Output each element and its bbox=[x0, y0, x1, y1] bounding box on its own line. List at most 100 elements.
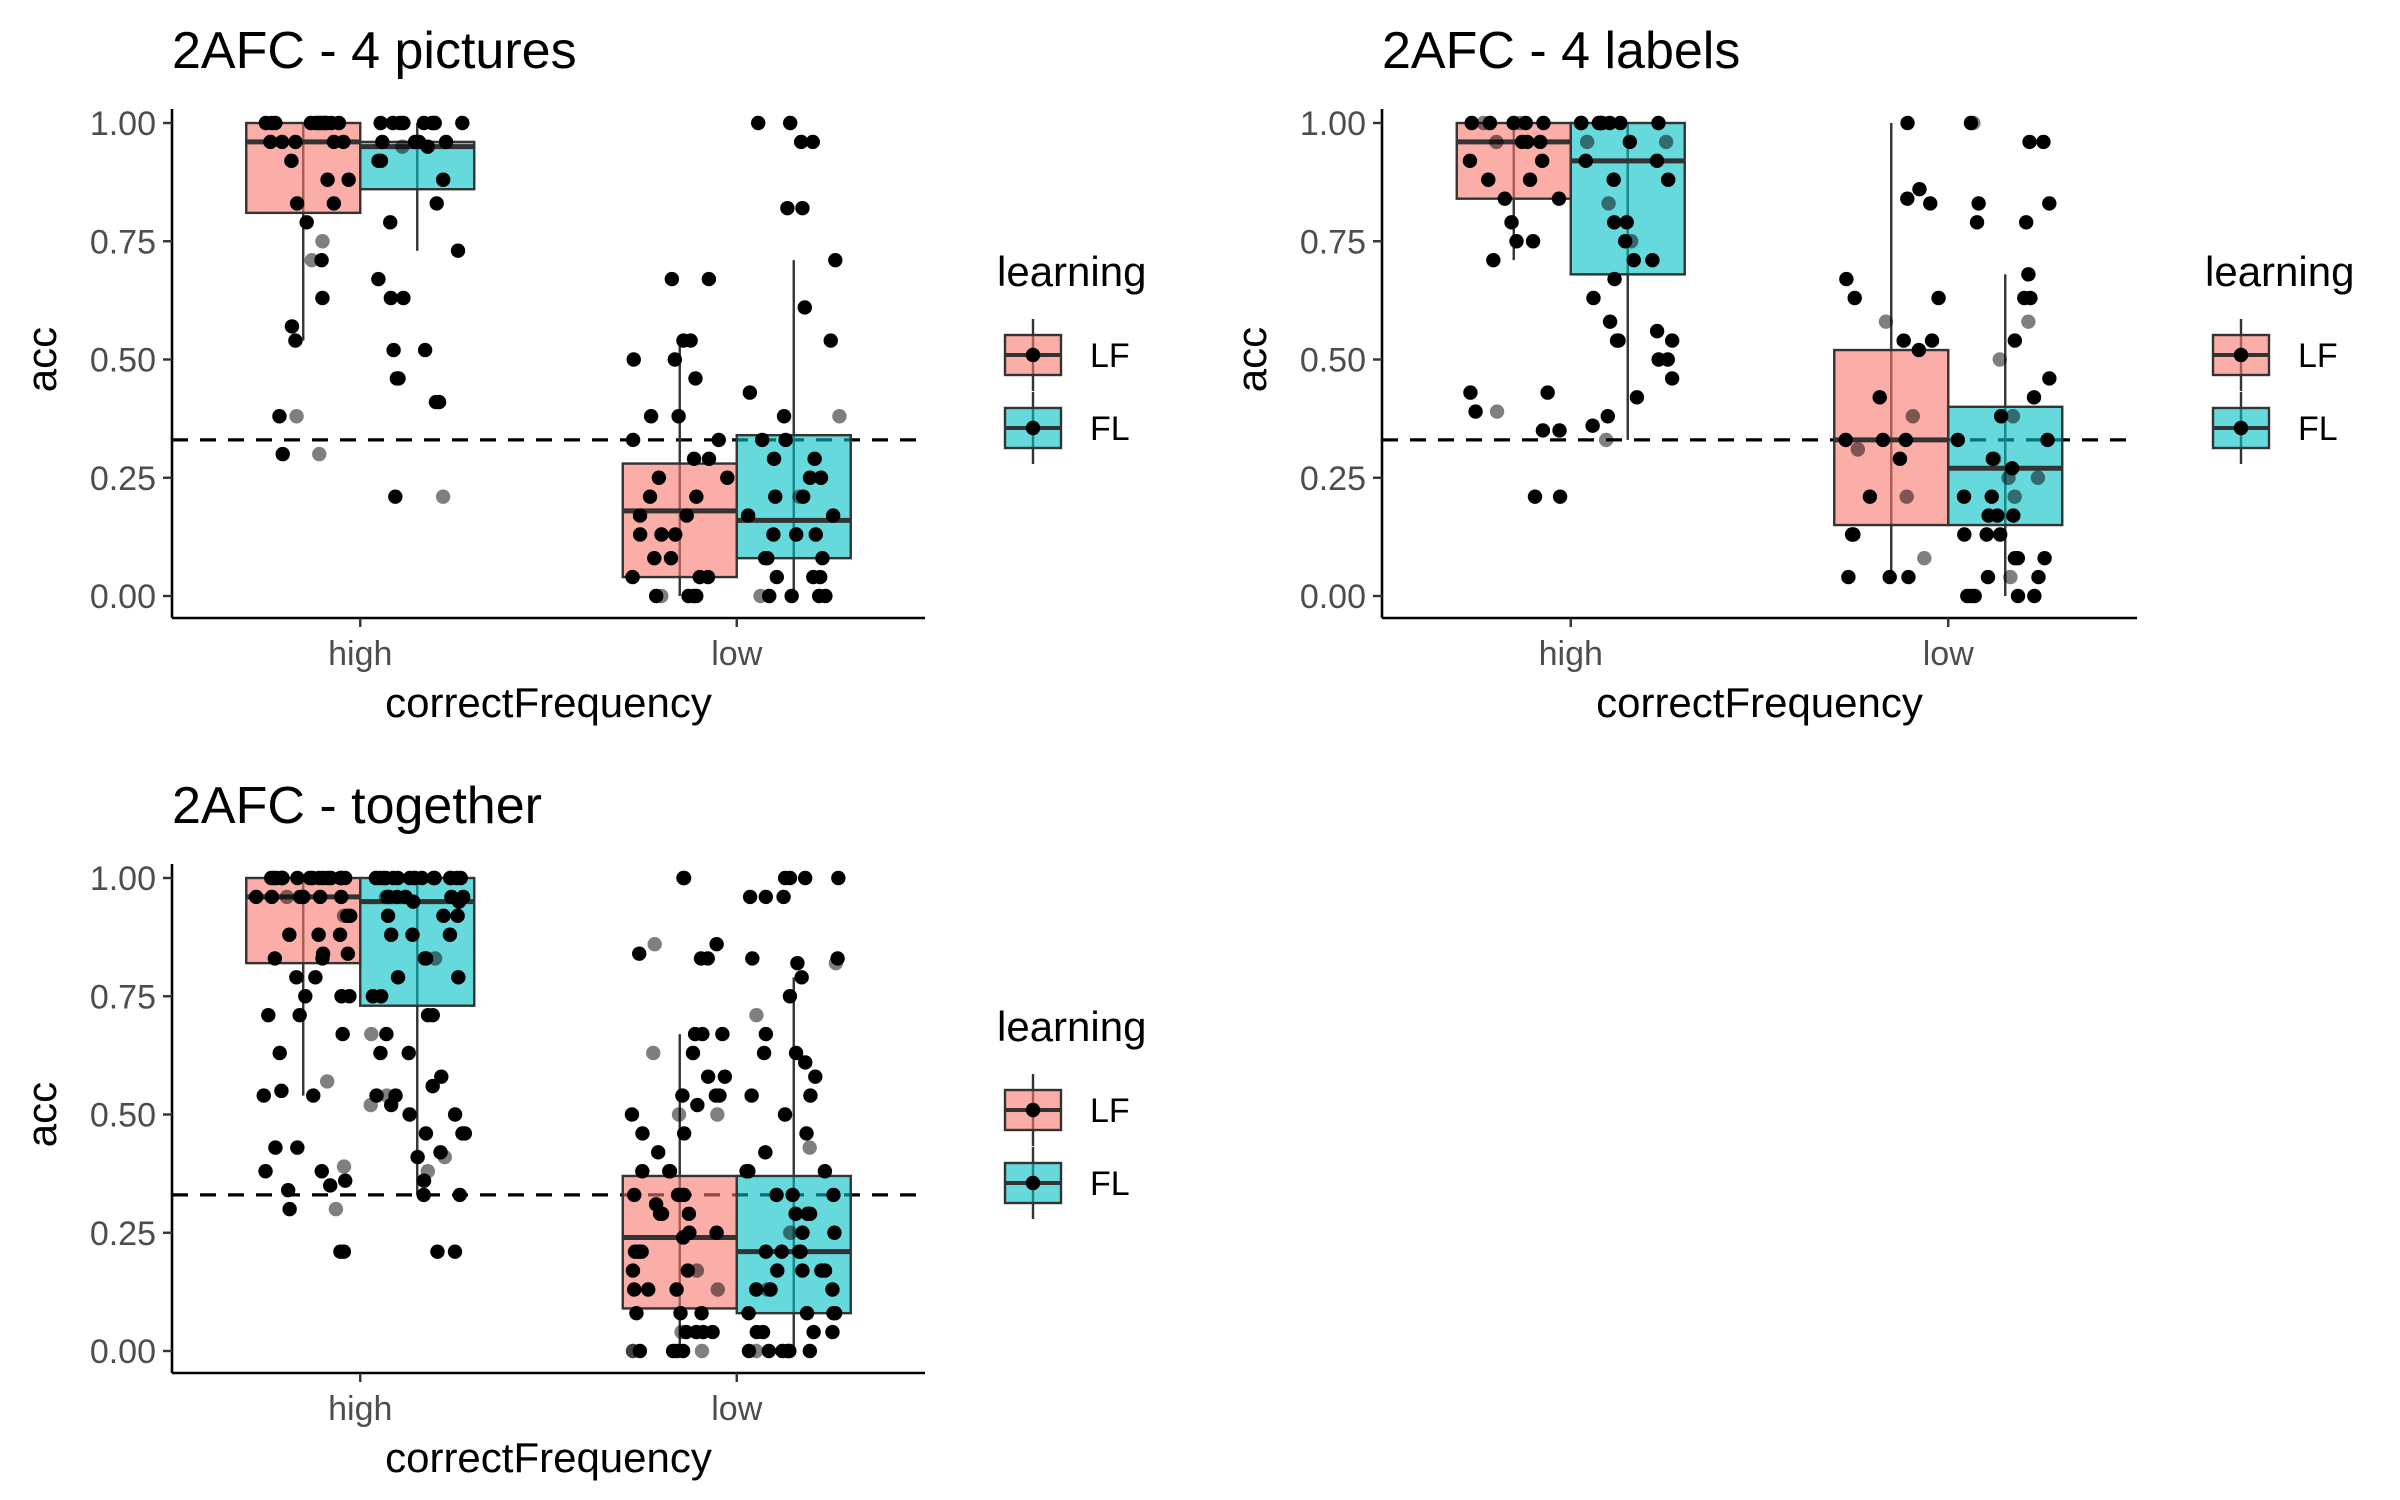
data-point bbox=[282, 927, 297, 942]
data-point bbox=[792, 489, 807, 504]
legend: learning LF FL bbox=[997, 248, 1146, 464]
data-point bbox=[1598, 432, 1614, 448]
legend-key-point bbox=[1025, 420, 1041, 436]
data-point bbox=[1586, 290, 1601, 306]
data-point bbox=[416, 115, 432, 131]
data-point bbox=[426, 870, 441, 886]
y-axis-title: acc bbox=[18, 327, 65, 392]
legend-label-LF: LF bbox=[2298, 337, 2338, 375]
data-point bbox=[442, 927, 458, 942]
data-point bbox=[340, 946, 356, 961]
data-point bbox=[443, 870, 458, 886]
data-point bbox=[315, 290, 330, 306]
data-point bbox=[803, 1088, 818, 1103]
data-point bbox=[335, 1026, 350, 1042]
data-point bbox=[751, 115, 766, 131]
data-point bbox=[1839, 271, 1854, 287]
data-point bbox=[710, 1107, 725, 1122]
data-point bbox=[791, 1244, 807, 1259]
data-point bbox=[410, 1149, 425, 1165]
data-point bbox=[782, 989, 798, 1004]
data-point bbox=[795, 1225, 810, 1240]
data-point bbox=[1463, 385, 1478, 400]
data-point bbox=[405, 927, 420, 942]
x-axis-title: correctFrequency bbox=[385, 679, 712, 726]
data-point bbox=[1651, 115, 1666, 131]
data-point bbox=[389, 371, 405, 386]
data-point bbox=[1664, 371, 1680, 386]
data-point bbox=[1540, 385, 1555, 400]
data-point bbox=[2030, 470, 2046, 485]
data-point bbox=[267, 951, 283, 966]
data-point bbox=[1578, 153, 1593, 169]
data-point bbox=[1606, 215, 1622, 230]
data-point bbox=[825, 1324, 840, 1340]
data-point bbox=[669, 1282, 684, 1297]
data-point bbox=[788, 1206, 803, 1222]
data-point bbox=[263, 134, 278, 150]
data-point bbox=[761, 1343, 777, 1359]
data-point bbox=[395, 139, 410, 154]
data-point bbox=[1602, 115, 1617, 131]
data-point bbox=[1664, 333, 1680, 348]
data-point bbox=[1602, 314, 1618, 329]
data-point bbox=[1601, 196, 1616, 211]
data-point bbox=[312, 446, 327, 462]
data-point bbox=[647, 550, 662, 566]
data-point bbox=[315, 951, 330, 966]
data-point bbox=[385, 115, 401, 131]
data-point bbox=[1509, 234, 1524, 249]
data-point bbox=[1992, 352, 2007, 367]
legend-label-LF: LF bbox=[1090, 337, 1130, 375]
data-point bbox=[272, 409, 287, 424]
data-point bbox=[1872, 390, 1887, 405]
data-point bbox=[629, 1305, 644, 1321]
data-point bbox=[742, 385, 758, 400]
data-point bbox=[776, 409, 792, 424]
data-point bbox=[319, 1074, 335, 1089]
data-point bbox=[288, 333, 303, 348]
data-point bbox=[1645, 252, 1660, 268]
data-point bbox=[438, 134, 454, 150]
data-point bbox=[2042, 371, 2057, 386]
data-point bbox=[451, 894, 467, 909]
y-tick-label: 0.00 bbox=[90, 578, 156, 616]
data-point bbox=[720, 470, 735, 485]
data-point bbox=[373, 1045, 388, 1061]
data-point bbox=[1841, 569, 1856, 585]
data-point bbox=[685, 1045, 701, 1061]
data-point bbox=[311, 927, 326, 942]
data-point bbox=[797, 870, 813, 886]
data-point bbox=[407, 870, 422, 886]
data-point bbox=[784, 588, 799, 604]
y-tick-label: 0.50 bbox=[90, 342, 156, 380]
data-point bbox=[1551, 191, 1567, 206]
data-point bbox=[434, 1069, 449, 1084]
data-point bbox=[806, 569, 821, 585]
data-point bbox=[709, 1225, 724, 1240]
data-point bbox=[739, 1164, 754, 1179]
data-point bbox=[1527, 489, 1543, 504]
data-point bbox=[651, 1145, 666, 1160]
data-point bbox=[364, 1026, 379, 1042]
data-point bbox=[1898, 432, 1914, 448]
y-tick-label: 0.75 bbox=[90, 223, 156, 261]
data-point bbox=[1536, 115, 1551, 131]
data-point bbox=[289, 409, 304, 424]
legend-key-point bbox=[2233, 347, 2249, 363]
data-point bbox=[373, 115, 388, 131]
data-point bbox=[676, 1187, 692, 1203]
data-point bbox=[798, 1055, 813, 1070]
data-point bbox=[1912, 182, 1927, 197]
data-point bbox=[2001, 470, 2016, 485]
data-point bbox=[1552, 423, 1567, 438]
data-point bbox=[331, 115, 347, 131]
data-point bbox=[416, 1187, 431, 1203]
data-point bbox=[316, 870, 331, 886]
data-point bbox=[788, 1045, 804, 1061]
data-point bbox=[683, 333, 698, 348]
data-point bbox=[766, 451, 782, 467]
data-point bbox=[1462, 153, 1478, 169]
data-point bbox=[314, 252, 329, 268]
